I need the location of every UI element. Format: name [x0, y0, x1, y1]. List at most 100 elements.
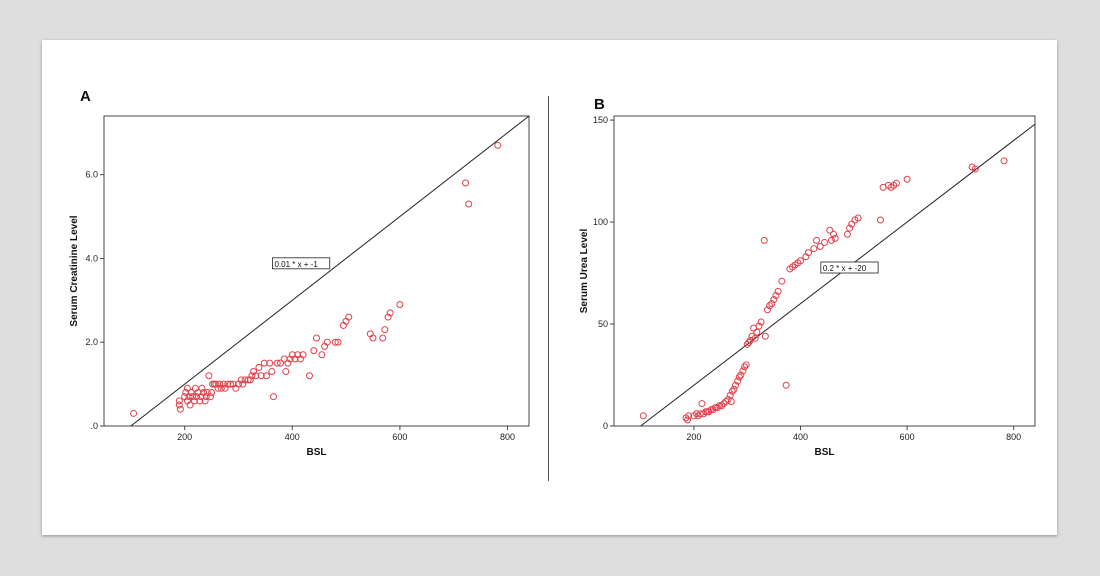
x-tick-label: 200	[177, 432, 192, 442]
fit-equation-label: 0.01 * x + -1	[274, 260, 318, 269]
data-point	[252, 372, 260, 380]
data-point	[831, 234, 839, 242]
data-point	[276, 359, 284, 367]
data-point	[843, 230, 851, 238]
data-point	[248, 372, 256, 380]
data-point	[757, 318, 765, 326]
data-point	[244, 376, 252, 384]
x-tick-label: 400	[793, 432, 808, 442]
data-point	[739, 367, 747, 375]
data-point	[1000, 157, 1008, 165]
data-point	[205, 372, 213, 380]
data-point	[175, 401, 183, 409]
plot-frame	[103, 115, 530, 427]
data-point	[185, 393, 193, 401]
data-point	[639, 412, 647, 420]
data-point	[892, 179, 900, 187]
data-point	[214, 384, 222, 392]
data-point	[299, 351, 307, 359]
data-point	[737, 371, 745, 379]
data-point	[175, 397, 183, 405]
data-point	[827, 236, 835, 244]
data-point	[971, 165, 979, 173]
fit-equation-box	[272, 257, 331, 270]
data-point	[219, 380, 227, 388]
data-point	[751, 334, 759, 342]
data-point	[720, 400, 728, 408]
y-axis-label: Serum Creatinine Level	[69, 215, 80, 326]
data-point	[705, 408, 713, 416]
data-point	[774, 287, 782, 295]
data-point	[742, 361, 750, 369]
figure-page: A B	[42, 40, 1057, 535]
data-point	[273, 359, 281, 367]
data-point	[345, 313, 353, 321]
data-point	[760, 236, 768, 244]
x-axis-label: BSL	[307, 447, 327, 458]
data-point	[722, 398, 730, 406]
data-point	[761, 332, 769, 340]
data-point	[246, 376, 254, 384]
y-tick-label: 50	[598, 319, 608, 329]
data-point	[196, 397, 204, 405]
data-point	[816, 243, 824, 251]
data-point	[698, 400, 706, 408]
y-tick-label: 0	[603, 421, 608, 431]
data-point	[693, 410, 701, 418]
data-point	[396, 301, 404, 309]
data-point	[753, 328, 761, 336]
y-tick-label: 2.0	[85, 337, 98, 347]
data-point	[813, 236, 821, 244]
fit-equation-box	[820, 261, 879, 274]
data-point	[207, 393, 215, 401]
data-point	[313, 334, 320, 342]
data-point	[239, 380, 247, 388]
data-point	[797, 257, 805, 265]
data-point	[741, 363, 749, 371]
data-point	[250, 368, 258, 376]
data-point	[494, 141, 502, 149]
data-point	[707, 406, 715, 414]
data-point	[716, 402, 724, 410]
data-point	[805, 249, 813, 257]
fit-line	[130, 115, 530, 427]
data-point	[732, 381, 740, 389]
data-point	[189, 393, 197, 401]
data-point	[772, 291, 780, 299]
panel-label-b: B	[594, 96, 605, 113]
data-point	[854, 214, 862, 222]
y-axis-label: Serum Urea Level	[579, 229, 590, 314]
y-tick-label: 6.0	[85, 170, 98, 180]
data-point	[381, 326, 389, 334]
data-point	[755, 322, 763, 330]
data-point	[334, 338, 342, 346]
fit-equation-label: 0.2 * x + -20	[823, 264, 867, 273]
data-point	[685, 412, 693, 420]
data-point	[226, 380, 234, 388]
data-point	[763, 306, 771, 314]
data-point	[745, 338, 753, 346]
data-point	[846, 224, 854, 232]
data-point	[130, 409, 138, 417]
fit-line	[640, 123, 1036, 427]
x-tick-label: 200	[686, 432, 701, 442]
data-point	[202, 393, 210, 401]
data-point	[260, 359, 268, 367]
data-point	[465, 200, 473, 208]
data-point	[386, 309, 394, 317]
data-point	[684, 416, 692, 424]
data-point	[718, 402, 726, 410]
data-point	[216, 380, 224, 388]
data-point	[331, 338, 339, 346]
data-point	[903, 175, 911, 183]
data-point	[176, 405, 184, 413]
data-point	[766, 302, 774, 310]
data-point	[735, 373, 743, 381]
data-point	[241, 376, 249, 384]
x-axis-label: BSL	[815, 447, 835, 458]
data-point	[262, 372, 270, 380]
data-point	[198, 384, 206, 392]
data-point	[711, 404, 719, 412]
x-tick-label: 800	[1006, 432, 1021, 442]
